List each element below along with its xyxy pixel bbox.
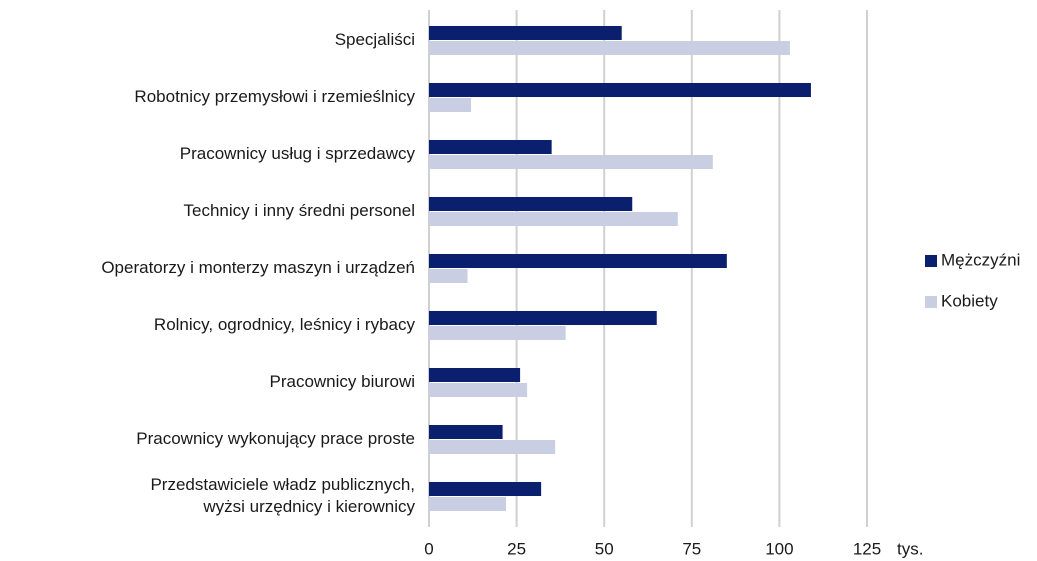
bar	[429, 383, 528, 397]
category-label: Rolnicy, ogrodnicy, leśnicy i rybacy	[153, 315, 415, 334]
bar	[429, 140, 552, 154]
x-tick-label: 0	[424, 539, 433, 558]
bar	[429, 326, 566, 340]
bar	[429, 98, 472, 112]
x-axis-label: tys.	[897, 539, 923, 558]
bar	[429, 41, 790, 55]
category-label: Specjaliści	[334, 30, 415, 49]
bar	[429, 482, 542, 496]
bar	[429, 368, 521, 382]
bar	[429, 311, 657, 325]
x-tick-label: 50	[595, 539, 614, 558]
category-label: Pracownicy biurowi	[269, 372, 416, 391]
x-tick-label: 125	[853, 539, 881, 558]
x-tick-label: 25	[507, 539, 526, 558]
category-label: Przedstawiciele władz publicznych, wyżsi…	[150, 475, 415, 516]
bar	[429, 425, 503, 439]
category-label: Operatorzy i monterzy maszyn i urządzeń	[101, 258, 415, 277]
bar	[429, 155, 713, 169]
legend-swatch	[925, 255, 937, 267]
category-label: Robotnicy przemysłowi i rzemieślnicy	[134, 87, 415, 106]
x-tick-label: 75	[682, 539, 701, 558]
bar	[429, 197, 633, 211]
bar	[429, 269, 468, 283]
bar	[429, 212, 678, 226]
category-label: Technicy i inny średni personel	[183, 201, 415, 220]
legend-swatch	[925, 296, 937, 308]
bar	[429, 440, 556, 454]
bar	[429, 254, 727, 268]
bar	[429, 497, 507, 511]
x-tick-label: 100	[765, 539, 793, 558]
category-label: Pracownicy usług i sprzedawcy	[179, 144, 415, 163]
category-label: Pracownicy wykonujący prace proste	[136, 429, 415, 448]
legend-label: Kobiety	[941, 291, 998, 310]
bar	[429, 26, 622, 40]
legend-label: Mężczyźni	[941, 250, 1020, 269]
bar	[429, 83, 811, 97]
